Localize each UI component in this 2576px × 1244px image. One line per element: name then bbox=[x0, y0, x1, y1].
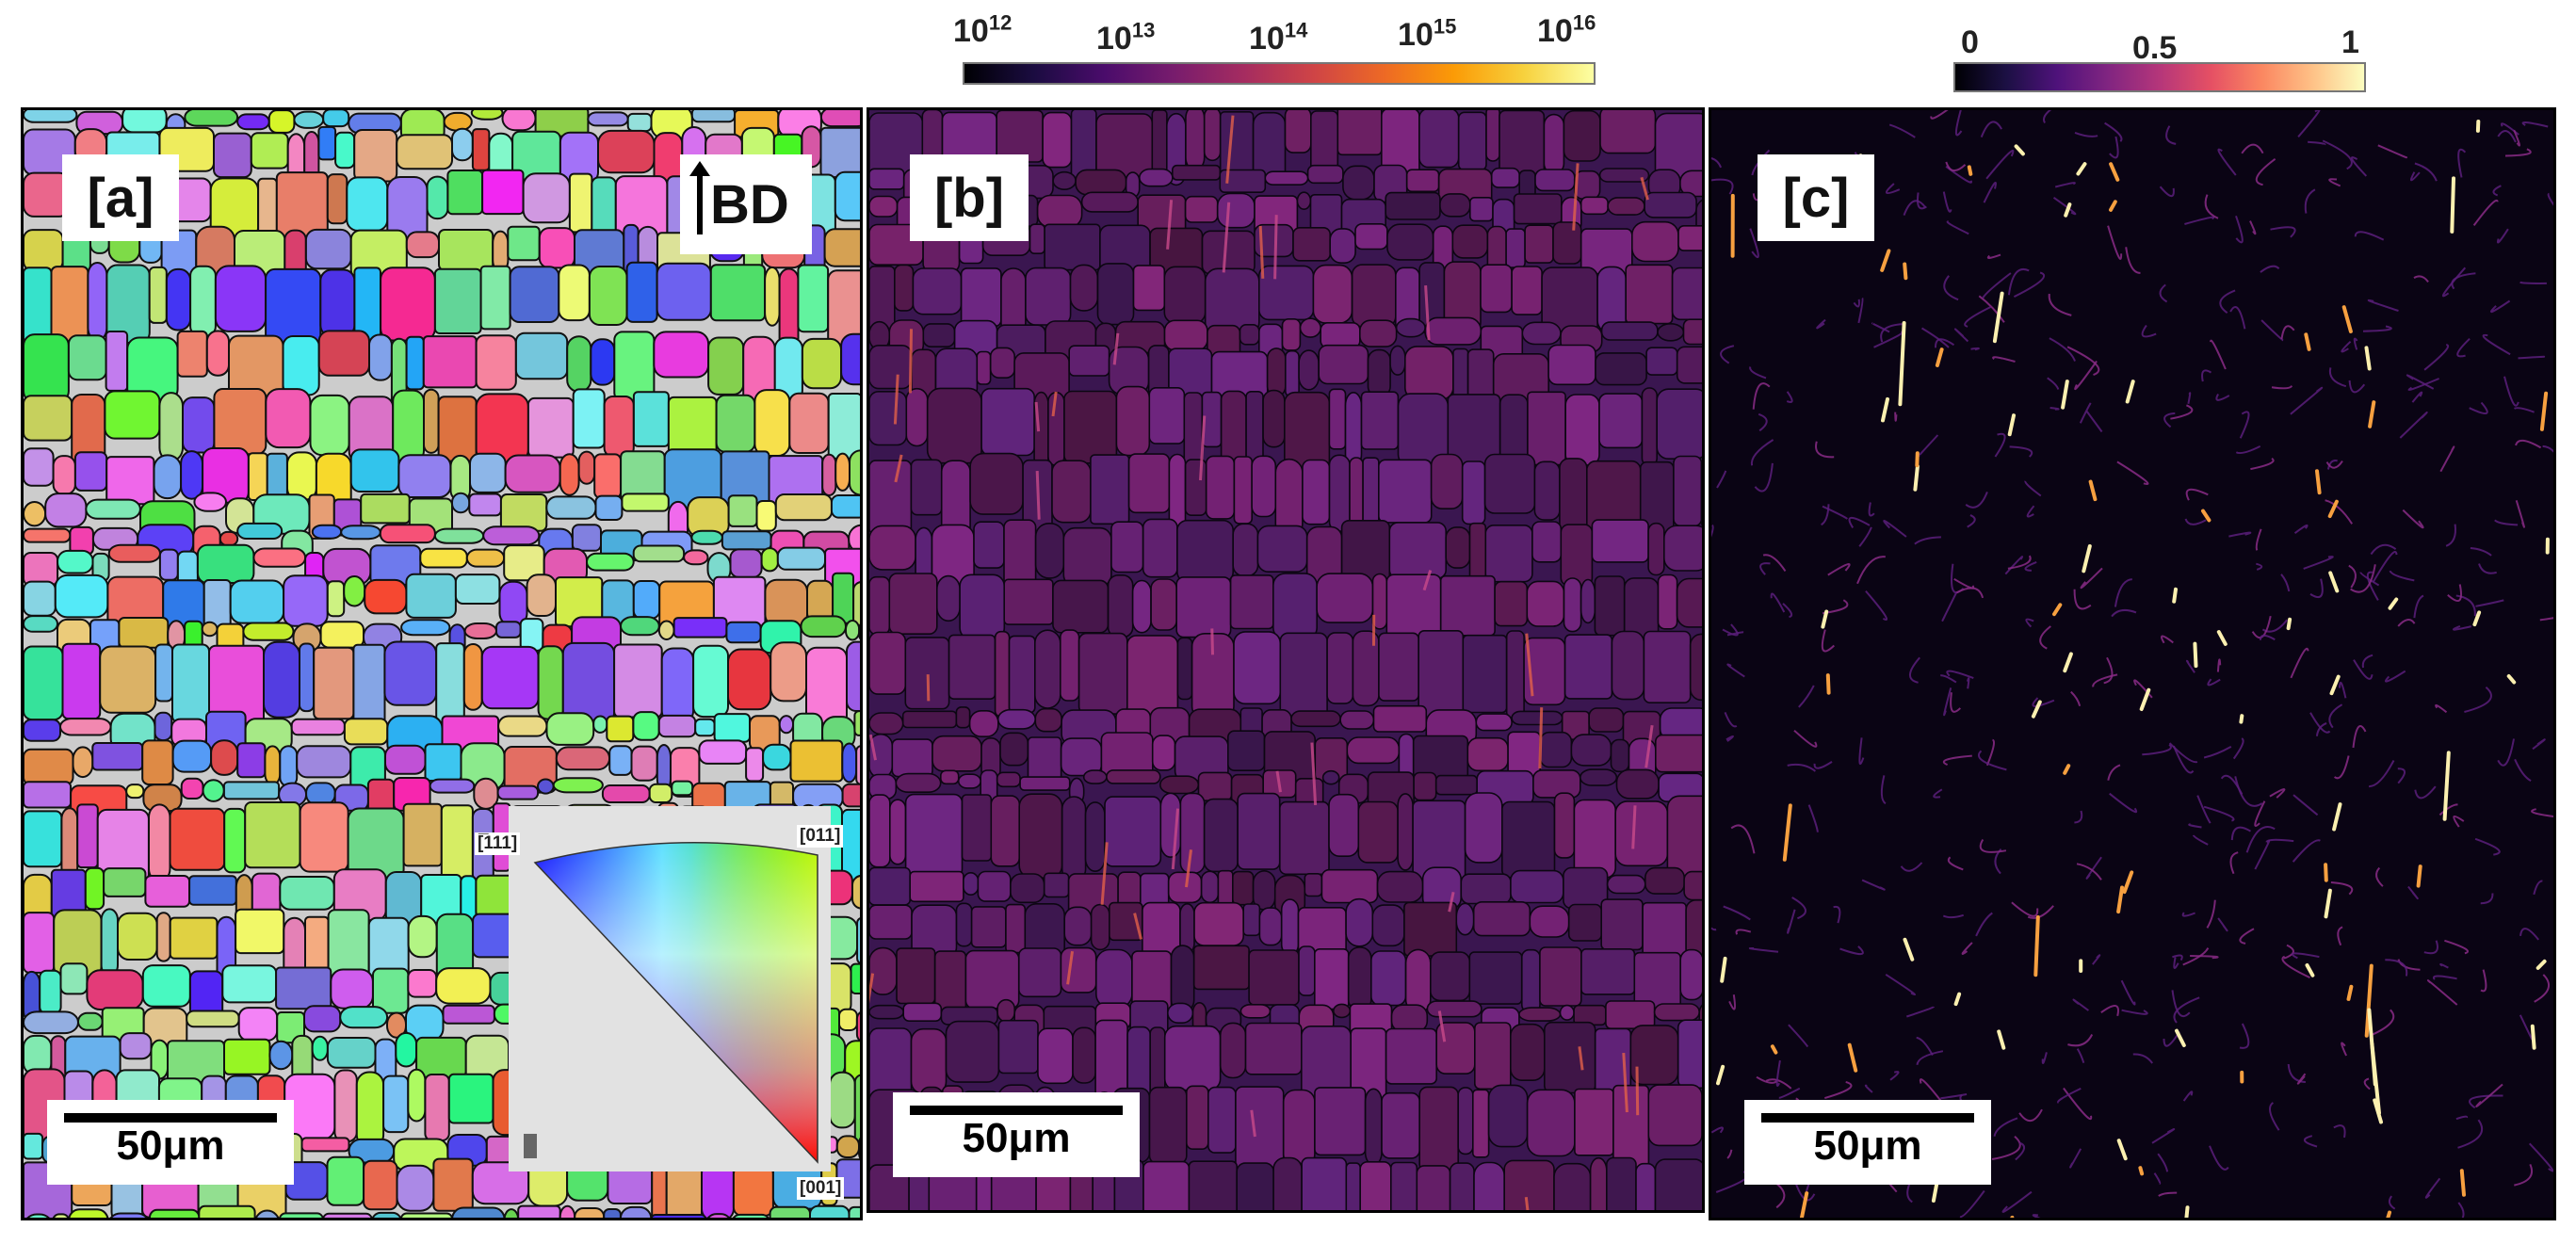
arrow-up-icon bbox=[689, 161, 710, 234]
bd-indicator: BD bbox=[680, 154, 812, 254]
panel-c-fraction-map bbox=[1709, 107, 2556, 1220]
fraction-map bbox=[1711, 110, 2553, 1218]
ipf-corner-011: [011] bbox=[797, 825, 844, 848]
scalebar-line bbox=[910, 1106, 1123, 1115]
density-tick-1e14: 1014 bbox=[1249, 18, 1308, 57]
density-colorbar bbox=[963, 62, 1596, 85]
bd-label: BD bbox=[710, 173, 789, 235]
density-grain-map bbox=[869, 110, 1702, 1210]
fraction-colorbar bbox=[1953, 62, 2366, 92]
scalebar-label: 50μm bbox=[1813, 1123, 1922, 1169]
density-tick-1e12: 1012 bbox=[953, 10, 1013, 49]
ipf-corner-111: [̅111] bbox=[475, 832, 521, 855]
scalebar-line bbox=[1761, 1113, 1974, 1123]
ipf-corner-001: [001] bbox=[797, 1177, 845, 1200]
scalebar-line bbox=[64, 1113, 277, 1123]
panel-b-label: [b] bbox=[910, 154, 1029, 241]
fraction-tick-0: 0 bbox=[1961, 24, 1979, 60]
panel-b-scalebar: 50μm bbox=[893, 1092, 1140, 1177]
panel-a-label: [a] bbox=[62, 154, 179, 241]
panel-a-scalebar: 50μm bbox=[47, 1100, 294, 1185]
density-tick-1e15: 1015 bbox=[1398, 14, 1457, 53]
fraction-tick-0-5: 0.5 bbox=[2132, 30, 2178, 66]
density-tick-1e13: 1013 bbox=[1096, 18, 1156, 57]
panel-b-density-map bbox=[867, 107, 1705, 1213]
panel-c-scalebar: 50μm bbox=[1744, 1100, 1991, 1185]
panel-c-label: [c] bbox=[1758, 154, 1874, 241]
density-tick-1e16: 1016 bbox=[1537, 10, 1596, 49]
fraction-tick-1: 1 bbox=[2341, 24, 2359, 60]
scalebar-label: 50μm bbox=[116, 1123, 225, 1169]
ipf-legend: [̅111] [011] [001] bbox=[475, 806, 845, 1200]
scalebar-label: 50μm bbox=[962, 1115, 1071, 1161]
